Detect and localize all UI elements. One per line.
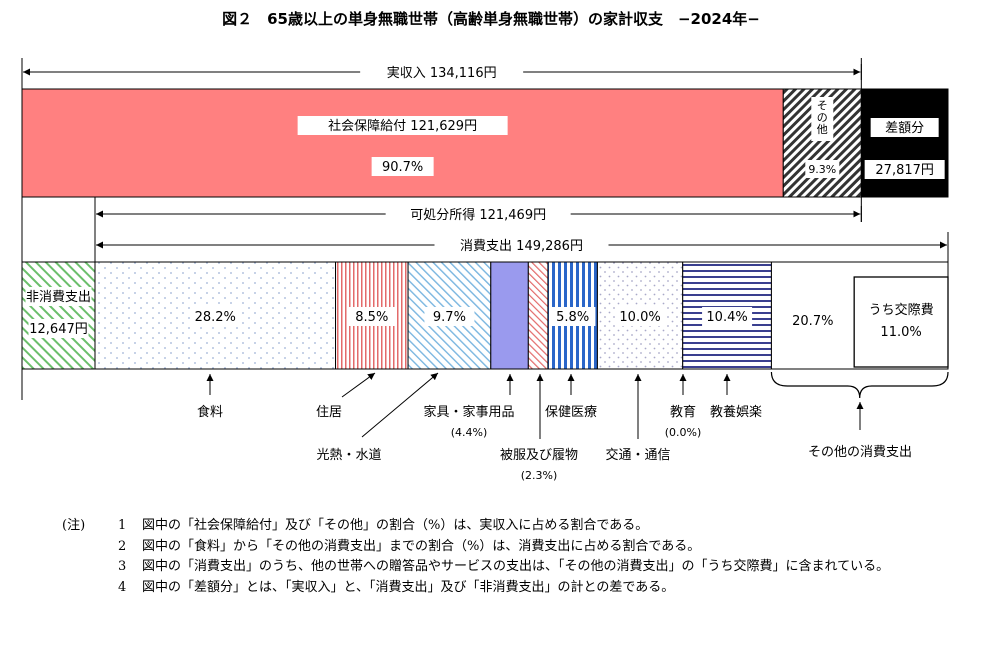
note-lead: (注)	[62, 518, 86, 533]
social-security-pct-bg	[371, 157, 434, 176]
footnote-3: 3 図中の「消費支出」のうち、他の世帯への贈答品やサービスの支出は、「その他の消…	[62, 557, 952, 578]
expenditure-pct-1: 8.5%	[355, 310, 388, 325]
furniture-pct: (4.4%)	[451, 426, 488, 439]
housing-arrow	[341, 372, 376, 398]
other-consumption-brace	[770, 371, 949, 399]
other-income-name: その他	[817, 99, 828, 136]
expenditure-pct-8-bg	[702, 307, 753, 326]
expenditure-bar-3	[490, 261, 529, 370]
expenditure-pct-0: 28.2%	[195, 310, 236, 325]
entertainment-sub-pct: 11.0%	[880, 325, 921, 340]
chart-title: 図２ 65歳以上の単身無職世帯（高齢単身無職世帯）の家計収支 −2024年−	[222, 10, 760, 28]
expenditure-pct-5-bg	[549, 307, 596, 326]
expenditure-pct-2-bg	[424, 307, 475, 326]
clothing-name: 被服及び履物	[500, 448, 578, 463]
education-name: 教育	[670, 404, 696, 420]
culture-name: 教養娯楽	[710, 404, 762, 420]
note-number: 3	[118, 559, 127, 574]
social-security-label-bg	[297, 116, 508, 135]
expenditure-pct-6-bg	[615, 307, 666, 326]
expenditure-pct-8: 10.4%	[706, 310, 747, 325]
disposable-span-label: 可処分所得 121,469円	[410, 207, 546, 223]
non-consumption-value-bg	[28, 319, 89, 338]
medical-name: 保健医療	[545, 405, 597, 420]
footnotes: (注) 1 図中の「社会保障給付」及び「その他」の割合（%）は、実収入に占める割…	[62, 516, 952, 598]
non-consumption-name: 非消費支出	[26, 290, 91, 305]
entertainment-sub-name: うち交際費	[869, 302, 934, 318]
other-income-name-bg	[811, 97, 834, 141]
note-text: 図中の「社会保障給付」及び「その他」の割合（%）は、実収入に占める割合である。	[142, 518, 649, 533]
note-number: 1	[118, 518, 127, 533]
footnote-4: 4 図中の「差額分」とは、「実収入」と、「消費支出」及び「非消費支出」の計との差…	[62, 578, 952, 599]
non-consumption-name-bg	[25, 287, 92, 306]
deficit-value-bg	[864, 160, 945, 179]
note-text: 図中の「差額分」とは、「実収入」と、「消費支出」及び「非消費支出」の計との差であ…	[142, 579, 675, 595]
income-span-label-bg	[360, 62, 524, 80]
expenditure-pct-5: 5.8%	[556, 310, 589, 325]
disposable-span-label-bg	[385, 204, 571, 222]
food-name: 食料	[197, 404, 223, 420]
expenditure-pct-2: 9.7%	[433, 310, 466, 325]
footnote-2: 2 図中の「食料」から「その他の消費支出」までの割合（%）は、消費支出に占める割…	[62, 537, 952, 558]
expenditure-pct-0-bg	[190, 307, 241, 326]
social-security-bar	[21, 88, 784, 198]
transport-name: 交通・通信	[605, 447, 670, 463]
note-text: 図中の「消費支出」のうち、他の世帯への贈答品やサービスの支出は、「その他の消費支…	[142, 559, 890, 574]
non-consumption-bar	[21, 261, 96, 370]
utilities-arrow	[361, 372, 439, 438]
expenditure-bar-4	[527, 261, 549, 370]
entertainment-sub-bar	[853, 276, 949, 368]
deficit-label-bg	[870, 118, 939, 137]
furniture-name: 家具・家事用品	[423, 404, 514, 420]
other-consumption-pct: 20.7%	[792, 314, 833, 329]
housing-name: 住居	[316, 405, 342, 420]
other-income-pct-bg	[805, 160, 840, 178]
social-security-pct: 90.7%	[382, 160, 423, 175]
clothing-pct: (2.3%)	[521, 469, 558, 482]
other-income-pct: 9.3%	[808, 163, 836, 176]
utilities-name: 光熱・水道	[316, 448, 381, 463]
education-pct: (0.0%)	[665, 426, 702, 439]
deficit-label: 差額分	[885, 121, 924, 136]
footnote-1: (注) 1 図中の「社会保障給付」及び「その他」の割合（%）は、実収入に占める割…	[62, 516, 952, 537]
income-span-label: 実収入 134,116円	[387, 65, 497, 81]
consumption-span-label-bg	[434, 235, 609, 253]
non-consumption-value: 12,647円	[29, 322, 88, 337]
deficit-bar	[860, 88, 949, 198]
other-consumption-name: その他の消費支出	[808, 445, 912, 460]
note-number: 2	[118, 538, 127, 554]
consumption-span-label: 消費支出 149,286円	[460, 239, 583, 254]
note-number: 4	[118, 579, 127, 595]
deficit-value: 27,817円	[875, 163, 934, 178]
social-security-label: 社会保障給付 121,629円	[328, 118, 477, 134]
note-text: 図中の「食料」から「その他の消費支出」までの割合（%）は、消費支出に占める割合で…	[142, 538, 701, 554]
expenditure-pct-6: 10.0%	[619, 310, 660, 325]
expenditure-pct-1-bg	[346, 307, 397, 326]
